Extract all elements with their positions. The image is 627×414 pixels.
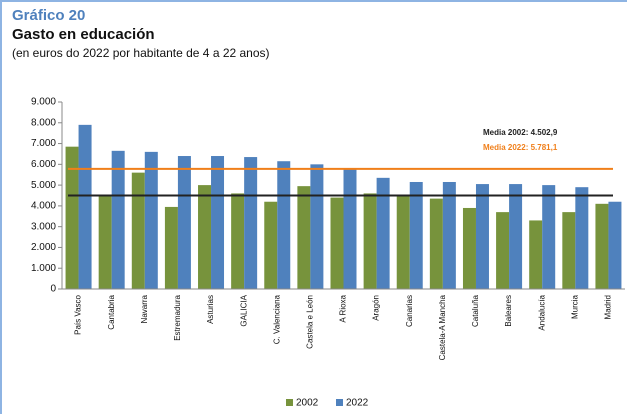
bar xyxy=(442,181,456,289)
x-tick-label: Castela-A Mancha xyxy=(438,294,447,360)
bar xyxy=(562,212,576,289)
bar xyxy=(131,172,145,289)
y-tick-label: 4.000 xyxy=(31,201,56,212)
x-tick-label: A Rioxa xyxy=(339,294,348,322)
bar xyxy=(595,203,609,289)
y-tick-label: 3.000 xyxy=(31,221,56,232)
x-tick-label: Baleares xyxy=(504,295,513,327)
bar xyxy=(429,198,443,289)
bar xyxy=(65,146,79,289)
bar xyxy=(575,187,589,289)
bar xyxy=(376,177,390,289)
bar xyxy=(164,206,178,289)
legend-label: 2002 xyxy=(296,398,319,409)
bar xyxy=(475,184,489,289)
bar xyxy=(231,193,245,289)
x-tick-label: Cantabria xyxy=(107,294,116,329)
legend-swatch xyxy=(286,399,293,406)
bar xyxy=(310,164,324,289)
bar xyxy=(608,201,622,289)
x-tick-label: GALICIA xyxy=(239,294,248,326)
bar xyxy=(462,207,476,289)
y-tick-label: 6.000 xyxy=(31,159,56,170)
y-tick-label: 1.000 xyxy=(31,263,56,274)
bar xyxy=(264,201,278,289)
bar xyxy=(542,185,556,289)
x-tick-label: Castela e León xyxy=(305,295,314,349)
bar xyxy=(363,193,377,289)
x-tick-label: Cataluña xyxy=(471,294,480,327)
bar xyxy=(396,195,410,289)
chart-kicker: Gráfico 20 xyxy=(12,7,85,24)
chart-subtitle: (en euros do 2022 por habitante de 4 a 2… xyxy=(12,46,270,60)
x-tick-label: Andalucía xyxy=(537,294,546,330)
bar xyxy=(529,220,543,289)
legend-label: 2022 xyxy=(346,398,369,409)
bar xyxy=(177,156,191,289)
x-tick-label: Aragón xyxy=(372,295,381,321)
legend-swatch xyxy=(336,399,343,406)
bar xyxy=(111,150,125,289)
bar xyxy=(211,156,225,289)
x-tick-label: Navarra xyxy=(140,294,149,323)
bar xyxy=(330,197,344,289)
bar xyxy=(198,185,212,289)
bar xyxy=(343,169,357,289)
y-tick-label: 9.000 xyxy=(31,97,56,108)
bar xyxy=(78,124,92,289)
bar xyxy=(509,184,523,289)
reference-label: Media 2002: 4.502,9 xyxy=(483,128,558,137)
x-tick-label: Canarias xyxy=(405,295,414,327)
x-tick-label: País Vasco xyxy=(74,294,83,334)
chart-title: Gasto en educación xyxy=(12,26,155,43)
y-tick-label: 7.000 xyxy=(31,138,56,149)
x-tick-label: Murcia xyxy=(570,294,579,319)
bar xyxy=(244,157,258,289)
bar xyxy=(98,195,112,289)
y-tick-label: 5.000 xyxy=(31,180,56,191)
reference-label: Media 2022: 5.781,1 xyxy=(483,143,558,152)
y-tick-label: 8.000 xyxy=(31,117,56,128)
y-tick-label: 0 xyxy=(50,284,56,295)
bar xyxy=(277,161,291,289)
y-tick-label: 2.000 xyxy=(31,242,56,253)
x-tick-label: Madrid xyxy=(604,295,613,319)
bar xyxy=(297,186,311,289)
x-tick-label: C. Valenciana xyxy=(272,294,281,344)
x-tick-label: Asturias xyxy=(206,295,215,324)
x-tick-label: Estremadura xyxy=(173,294,182,340)
bar xyxy=(496,212,510,289)
bar xyxy=(144,151,158,289)
bar xyxy=(409,181,423,289)
